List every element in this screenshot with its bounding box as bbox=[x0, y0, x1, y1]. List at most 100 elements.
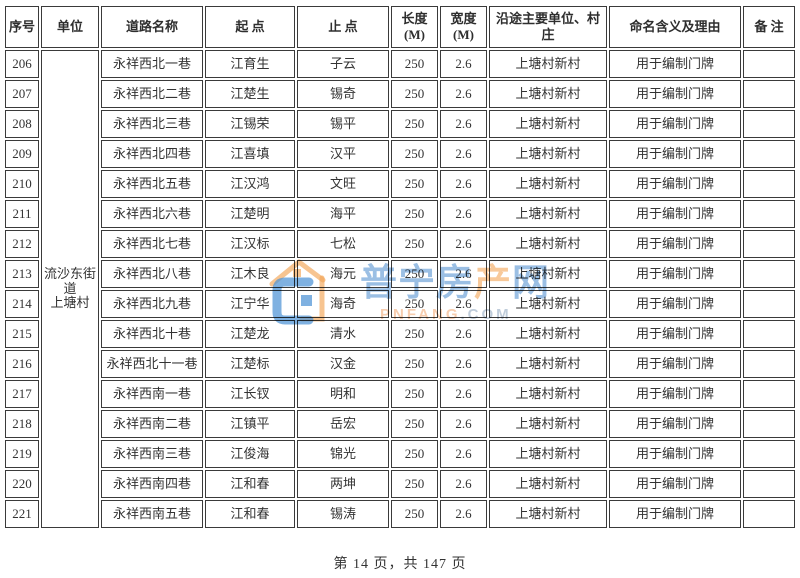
table-header: 序号 单位 道路名称 起 点 止 点 长度 (M) 宽度 (M) 沿途主要单位、… bbox=[5, 6, 795, 48]
width-cell: 2.6 bbox=[440, 170, 487, 198]
width-cell: 2.6 bbox=[440, 50, 487, 78]
remark-cell bbox=[743, 410, 795, 438]
serial-cell: 220 bbox=[5, 470, 39, 498]
header-unit: 单位 bbox=[41, 6, 99, 48]
table-row: 211 永祥西北六巷 江楚明 海平 250 2.6 上塘村新村 用于编制门牌 bbox=[5, 200, 795, 228]
remark-cell bbox=[743, 260, 795, 288]
serial-cell: 211 bbox=[5, 200, 39, 228]
road-name-cell: 永祥西北一巷 bbox=[101, 50, 203, 78]
reason-cell: 用于编制门牌 bbox=[609, 380, 741, 408]
road-name-cell: 永祥西南三巷 bbox=[101, 440, 203, 468]
along-cell: 上塘村新村 bbox=[489, 470, 607, 498]
reason-cell: 用于编制门牌 bbox=[609, 110, 741, 138]
start-point-cell: 江宁华 bbox=[205, 290, 295, 318]
serial-cell: 208 bbox=[5, 110, 39, 138]
table-row: 219 永祥西南三巷 江俊海 锦光 250 2.6 上塘村新村 用于编制门牌 bbox=[5, 440, 795, 468]
table-row: 214 永祥西北九巷 江宁华 海奇 250 2.6 上塘村新村 用于编制门牌 bbox=[5, 290, 795, 318]
remark-cell bbox=[743, 290, 795, 318]
width-cell: 2.6 bbox=[440, 410, 487, 438]
table-body: 206 流沙东街道 上塘村 永祥西北一巷 江育生 子云 250 2.6 上塘村新村 用于编制门牌… bbox=[5, 50, 795, 528]
serial-cell: 216 bbox=[5, 350, 39, 378]
end-point-cell: 锡平 bbox=[297, 110, 389, 138]
length-cell: 250 bbox=[391, 320, 438, 348]
road-name-cell: 永祥西北六巷 bbox=[101, 200, 203, 228]
start-point-cell: 江长钗 bbox=[205, 380, 295, 408]
remark-cell bbox=[743, 320, 795, 348]
header-end: 止 点 bbox=[297, 6, 389, 48]
reason-cell: 用于编制门牌 bbox=[609, 350, 741, 378]
start-point-cell: 江育生 bbox=[205, 50, 295, 78]
table-row: 206 流沙东街道 上塘村 永祥西北一巷 江育生 子云 250 2.6 上塘村新村 用于编制门牌 bbox=[5, 50, 795, 528]
start-point-cell: 江楚生 bbox=[205, 80, 295, 108]
header-remark: 备 注 bbox=[743, 6, 795, 48]
road-name-cell: 永祥西南四巷 bbox=[101, 470, 203, 498]
end-point-cell: 锦光 bbox=[297, 440, 389, 468]
start-point-cell: 江喜填 bbox=[205, 140, 295, 168]
table-row: 217 永祥西南一巷 江长钗 明和 250 2.6 上塘村新村 用于编制门牌 bbox=[5, 380, 795, 408]
start-point-cell: 江汉鸿 bbox=[205, 170, 295, 198]
serial-cell: 212 bbox=[5, 230, 39, 258]
start-point-cell: 江镇平 bbox=[205, 410, 295, 438]
header-width: 宽度 (M) bbox=[440, 6, 487, 48]
table-row: 221 永祥西南五巷 江和春 锡涛 250 2.6 上塘村新村 用于编制门牌 bbox=[5, 500, 795, 528]
header-row: 序号 单位 道路名称 起 点 止 点 长度 (M) 宽度 (M) 沿途主要单位、… bbox=[5, 6, 795, 48]
remark-cell bbox=[743, 200, 795, 228]
along-cell: 上塘村新村 bbox=[489, 110, 607, 138]
end-point-cell: 两坤 bbox=[297, 470, 389, 498]
length-cell: 250 bbox=[391, 110, 438, 138]
end-point-cell: 锡涛 bbox=[297, 500, 389, 528]
reason-cell: 用于编制门牌 bbox=[609, 170, 741, 198]
end-point-cell: 子云 bbox=[297, 50, 389, 78]
end-point-cell: 明和 bbox=[297, 380, 389, 408]
remark-cell bbox=[743, 50, 795, 78]
length-cell: 250 bbox=[391, 140, 438, 168]
start-point-cell: 江楚标 bbox=[205, 350, 295, 378]
serial-cell: 210 bbox=[5, 170, 39, 198]
length-cell: 250 bbox=[391, 440, 438, 468]
reason-cell: 用于编制门牌 bbox=[609, 200, 741, 228]
length-cell: 250 bbox=[391, 230, 438, 258]
along-cell: 上塘村新村 bbox=[489, 200, 607, 228]
reason-cell: 用于编制门牌 bbox=[609, 140, 741, 168]
start-point-cell: 江锡荣 bbox=[205, 110, 295, 138]
start-point-cell: 江和春 bbox=[205, 500, 295, 528]
table-row: 215 永祥西北十巷 江楚龙 清水 250 2.6 上塘村新村 用于编制门牌 bbox=[5, 320, 795, 348]
road-name-cell: 永祥西南五巷 bbox=[101, 500, 203, 528]
width-cell: 2.6 bbox=[440, 350, 487, 378]
reason-cell: 用于编制门牌 bbox=[609, 410, 741, 438]
table-row: 212 永祥西北七巷 江汉标 七松 250 2.6 上塘村新村 用于编制门牌 bbox=[5, 230, 795, 258]
start-point-cell: 江俊海 bbox=[205, 440, 295, 468]
reason-cell: 用于编制门牌 bbox=[609, 500, 741, 528]
start-point-cell: 江木良 bbox=[205, 260, 295, 288]
remark-cell bbox=[743, 470, 795, 498]
end-point-cell: 岳宏 bbox=[297, 410, 389, 438]
along-cell: 上塘村新村 bbox=[489, 290, 607, 318]
serial-cell: 214 bbox=[5, 290, 39, 318]
reason-cell: 用于编制门牌 bbox=[609, 320, 741, 348]
document-page: 序号 单位 道路名称 起 点 止 点 长度 (M) 宽度 (M) 沿途主要单位、… bbox=[0, 4, 800, 578]
remark-cell bbox=[743, 500, 795, 528]
road-name-cell: 永祥西北十巷 bbox=[101, 320, 203, 348]
width-cell: 2.6 bbox=[440, 290, 487, 318]
end-point-cell: 海平 bbox=[297, 200, 389, 228]
remark-cell bbox=[743, 140, 795, 168]
header-along: 沿途主要单位、村庄 bbox=[489, 6, 607, 48]
road-name-cell: 永祥西南一巷 bbox=[101, 380, 203, 408]
width-cell: 2.6 bbox=[440, 380, 487, 408]
width-cell: 2.6 bbox=[440, 260, 487, 288]
header-start: 起 点 bbox=[205, 6, 295, 48]
serial-cell: 219 bbox=[5, 440, 39, 468]
serial-cell: 207 bbox=[5, 80, 39, 108]
serial-cell: 217 bbox=[5, 380, 39, 408]
serial-cell: 213 bbox=[5, 260, 39, 288]
width-cell: 2.6 bbox=[440, 230, 487, 258]
road-name-cell: 永祥西北二巷 bbox=[101, 80, 203, 108]
end-point-cell: 七松 bbox=[297, 230, 389, 258]
serial-cell: 209 bbox=[5, 140, 39, 168]
table-row: 207 永祥西北二巷 江楚生 锡奇 250 2.6 上塘村新村 用于编制门牌 bbox=[5, 80, 795, 108]
road-name-cell: 永祥西南二巷 bbox=[101, 410, 203, 438]
along-cell: 上塘村新村 bbox=[489, 350, 607, 378]
page-footer: 第 14 页，共 147 页 bbox=[333, 557, 467, 572]
along-cell: 上塘村新村 bbox=[489, 500, 607, 528]
along-cell: 上塘村新村 bbox=[489, 80, 607, 108]
